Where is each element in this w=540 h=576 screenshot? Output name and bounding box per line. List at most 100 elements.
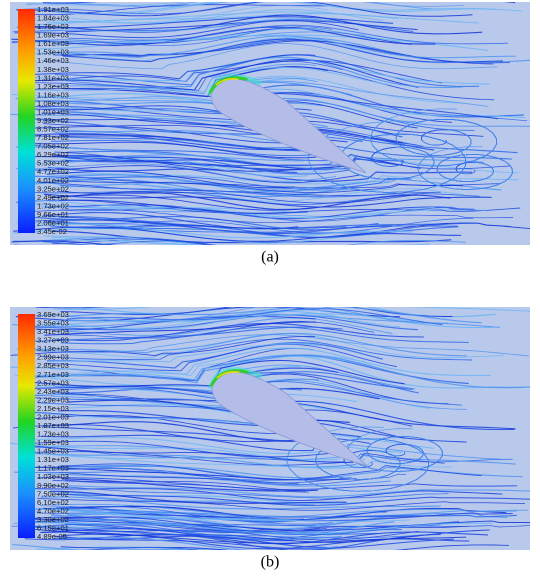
colorbar-label: 2.85e+03 <box>37 361 69 370</box>
streamline <box>55 322 424 342</box>
streamline <box>57 463 482 481</box>
streamline <box>44 343 397 372</box>
streamline <box>23 165 360 184</box>
streamline <box>28 67 389 93</box>
streamline <box>13 520 326 535</box>
airfoil-body <box>211 371 368 467</box>
airfoil <box>208 367 368 467</box>
colorbar-label: 1.61e+03 <box>37 39 69 48</box>
streamline <box>10 442 403 461</box>
streamline <box>55 535 328 549</box>
streamline <box>34 14 483 35</box>
streamline <box>28 354 530 389</box>
colorbar-label: 1.73e+02 <box>37 201 69 210</box>
streamline <box>11 26 436 47</box>
streamline <box>33 445 346 463</box>
colorbar-label: 1.38e+03 <box>37 65 69 74</box>
airfoil <box>207 74 367 174</box>
streamline <box>49 343 322 363</box>
colorbar-label: 7.50e+02 <box>37 489 69 498</box>
streamline <box>114 549 171 550</box>
colorbar-label: 2.49e+02 <box>37 193 69 202</box>
colorbar-label: 1.76e+03 <box>37 22 69 31</box>
colorbar-label: 6.10e+02 <box>37 498 69 507</box>
colorbar-label: 1.45e+03 <box>37 447 69 456</box>
streamline <box>19 120 396 144</box>
streamline <box>23 291 447 302</box>
colorbar-label: 1.53e+03 <box>37 48 69 57</box>
colorbar-label: 1.23e+03 <box>37 82 69 91</box>
colorbar-label: 4.89e-05 <box>37 532 67 541</box>
streamline <box>47 11 480 24</box>
streamline <box>50 225 459 238</box>
streamline <box>17 508 410 522</box>
streamline <box>37 477 518 491</box>
streamline <box>59 184 396 198</box>
streamline <box>39 183 464 202</box>
streamline <box>46 342 383 369</box>
streamline <box>12 544 230 550</box>
colorbar-label: 1.08e+03 <box>37 99 69 108</box>
colorbar-label: 1.16e+03 <box>37 90 69 99</box>
colorbar-label: 1.73e+03 <box>37 430 69 439</box>
leading-edge-peak <box>215 78 239 86</box>
streamline <box>65 5 330 24</box>
streamline <box>64 80 489 107</box>
streamline <box>33 528 490 543</box>
leading-edge-peak <box>216 371 240 379</box>
streamline <box>20 451 445 466</box>
vortex-line <box>370 108 497 167</box>
streamline <box>10 335 315 357</box>
streamline <box>16 163 337 182</box>
streamline <box>54 321 375 339</box>
streamline <box>15 253 399 265</box>
colorbar-label: 2.01e+03 <box>37 412 69 421</box>
colorbar-label: 4.01e+02 <box>37 176 69 185</box>
streamline <box>26 355 371 381</box>
streamline <box>44 321 317 336</box>
streamline <box>22 554 358 567</box>
streamline <box>19 518 530 531</box>
streamline <box>52 479 309 493</box>
streamline <box>43 156 405 175</box>
streamline <box>60 465 333 479</box>
colorbar-label: 3.45e-02 <box>37 227 67 236</box>
flow-field <box>10 291 530 568</box>
streamline <box>24 28 401 44</box>
streamline <box>10 347 491 377</box>
streamline <box>14 20 359 39</box>
colorbar-label: 3.41e+03 <box>37 327 69 336</box>
streamline <box>54 238 431 245</box>
colorbar-label: 4.77e+02 <box>37 167 69 176</box>
colorbar-label: 9.33e+02 <box>37 116 69 125</box>
streamline <box>19 139 348 159</box>
streamline <box>53 307 530 312</box>
streamline <box>68 485 530 498</box>
streamline <box>41 43 498 70</box>
streamline <box>11 26 332 46</box>
streamline <box>35 296 347 306</box>
streamline <box>59 199 308 214</box>
streamline <box>18 0 314 1</box>
streamline <box>53 555 349 568</box>
streamline <box>44 313 421 327</box>
streamline <box>34 58 419 91</box>
streamline <box>53 537 454 550</box>
panel: 3.69e+033.55e+033.41e+033.27e+033.13e+03… <box>10 291 530 571</box>
streamline <box>56 466 337 481</box>
streamline <box>26 2 435 10</box>
panel: 1.91e+031.84e+031.76e+031.69e+031.61e+03… <box>10 0 530 266</box>
streamline <box>50 490 347 504</box>
streamline <box>40 431 362 452</box>
streamline <box>44 235 213 245</box>
colorbar-label: 5.53e+02 <box>37 159 69 168</box>
streamline <box>61 88 526 119</box>
streamline <box>42 531 467 544</box>
streamline <box>36 548 85 550</box>
airfoil-body <box>210 78 367 174</box>
streamline <box>15 2 264 15</box>
streamline <box>20 451 366 469</box>
vortex-line <box>307 120 466 193</box>
colorbar-label: 3.55e+03 <box>37 319 69 328</box>
